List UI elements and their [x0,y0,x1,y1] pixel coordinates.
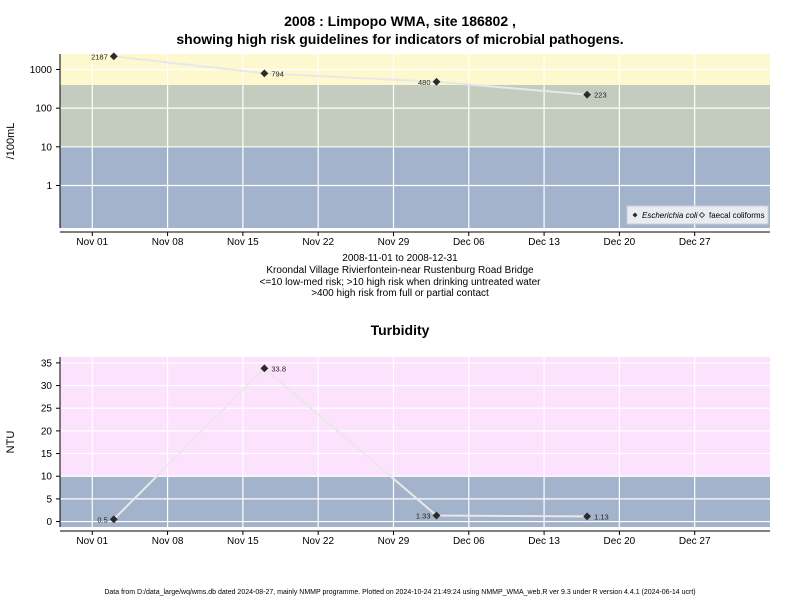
ecoli-data-point-2 [432,77,441,86]
turbidity-data-label-1: 33.8 [271,364,286,373]
ecoli-x-tick-label-6: Dec 13 [528,237,560,248]
ecoli-x-tick-label-1: Nov 08 [152,237,184,248]
turbidity-y-tick-label-0: 0 [46,517,52,528]
turbidity-data-label-3: 1.13 [594,512,609,521]
turbidity-data-label-2: 1.33 [416,512,431,521]
ecoli-x-tick-label-2: Nov 15 [227,237,259,248]
turbidity-x-tick-label-2: Nov 15 [227,536,259,547]
turbidity-x-tick-label-6: Dec 13 [528,536,560,547]
turbidity-y-tick-label-7: 35 [41,358,53,369]
turbidity-y-tick-label-5: 25 [41,404,53,415]
turbidity-title: Turbidity [370,322,430,338]
caption-site-name: Kroondal Village Rivierfontein-near Rust… [266,265,534,276]
turbidity-x-tick-label-7: Dec 20 [604,536,636,547]
chart-title-line-2: showing high risk guidelines for indicat… [176,31,624,47]
ecoli-y-tick-label-3: 1000 [30,65,53,76]
ecoli-data-point-1 [260,69,269,78]
turbidity-x-tick-label-1: Nov 08 [152,536,184,547]
caption-date-range: 2008-11-01 to 2008-12-31 [342,253,458,264]
turbidity-x-tick-label-5: Dec 06 [453,536,485,547]
caption-risk-contact: >400 high risk from full or partial cont… [311,288,489,299]
turbidity-y-tick-label-4: 20 [41,426,53,437]
turbidity-data-label-0: 0.5 [97,515,107,524]
legend-label-ecoli: Escherichia coli [642,211,698,220]
turbidity-x-tick-label-8: Dec 27 [679,536,711,547]
turbidity-y-tick-label-2: 10 [41,472,53,483]
turbidity-risk-band-0 [60,476,770,527]
ecoli-x-tick-label-7: Dec 20 [604,237,636,248]
ecoli-y-axis-label: /100mL [5,123,17,160]
legend-label-faecal: faecal coliforms [709,211,765,220]
ecoli-data-label-0: 2187 [91,52,108,61]
ecoli-data-label-1: 794 [271,69,284,78]
ecoli-data-label-3: 223 [594,91,607,100]
ecoli-data-label-2: 480 [418,78,431,87]
turbidity-y-tick-label-3: 15 [41,449,53,460]
ecoli-x-tick-label-0: Nov 01 [76,237,108,248]
turbidity-data-point-3 [583,512,592,521]
ecoli-x-tick-label-3: Nov 22 [302,237,334,248]
turbidity-data-point-0 [109,515,118,524]
ecoli-data-point-0 [109,52,118,61]
turbidity-y-axis-label: NTU [5,431,17,454]
turbidity-x-tick-label-4: Nov 29 [378,536,410,547]
ecoli-y-tick-label-2: 100 [35,104,52,115]
ecoli-series-line-0 [113,55,588,96]
legend-marker-ecoli [632,212,638,218]
ecoli-x-tick-label-4: Nov 29 [378,237,410,248]
ecoli-y-tick-label-1: 10 [41,142,53,153]
turbidity-y-tick-label-1: 5 [46,494,52,505]
turbidity-x-tick-label-3: Nov 22 [302,536,334,547]
ecoli-x-tick-label-8: Dec 27 [679,237,711,248]
turbidity-series-line-0 [113,366,588,520]
ecoli-x-tick-label-5: Dec 06 [453,237,485,248]
turbidity-data-point-2 [432,511,441,520]
legend-box [626,205,769,225]
turbidity-data-point-1 [260,364,269,373]
footer-note: Data from D:/data_large/wq/wms.db dated … [104,589,696,596]
turbidity-x-tick-label-0: Nov 01 [76,536,108,547]
ecoli-risk-band-1 [60,84,770,147]
turbidity-y-tick-label-6: 30 [41,381,53,392]
chart-title-line-1: 2008 : Limpopo WMA, site 186802 , [284,13,516,29]
turbidity-risk-band-1 [60,357,770,477]
ecoli-data-point-3 [583,90,592,99]
ecoli-y-tick-label-0: 1 [46,181,52,192]
caption-risk-drinking: <=10 low-med risk; >10 high risk when dr… [259,277,541,288]
legend-marker-faecal [698,211,706,219]
